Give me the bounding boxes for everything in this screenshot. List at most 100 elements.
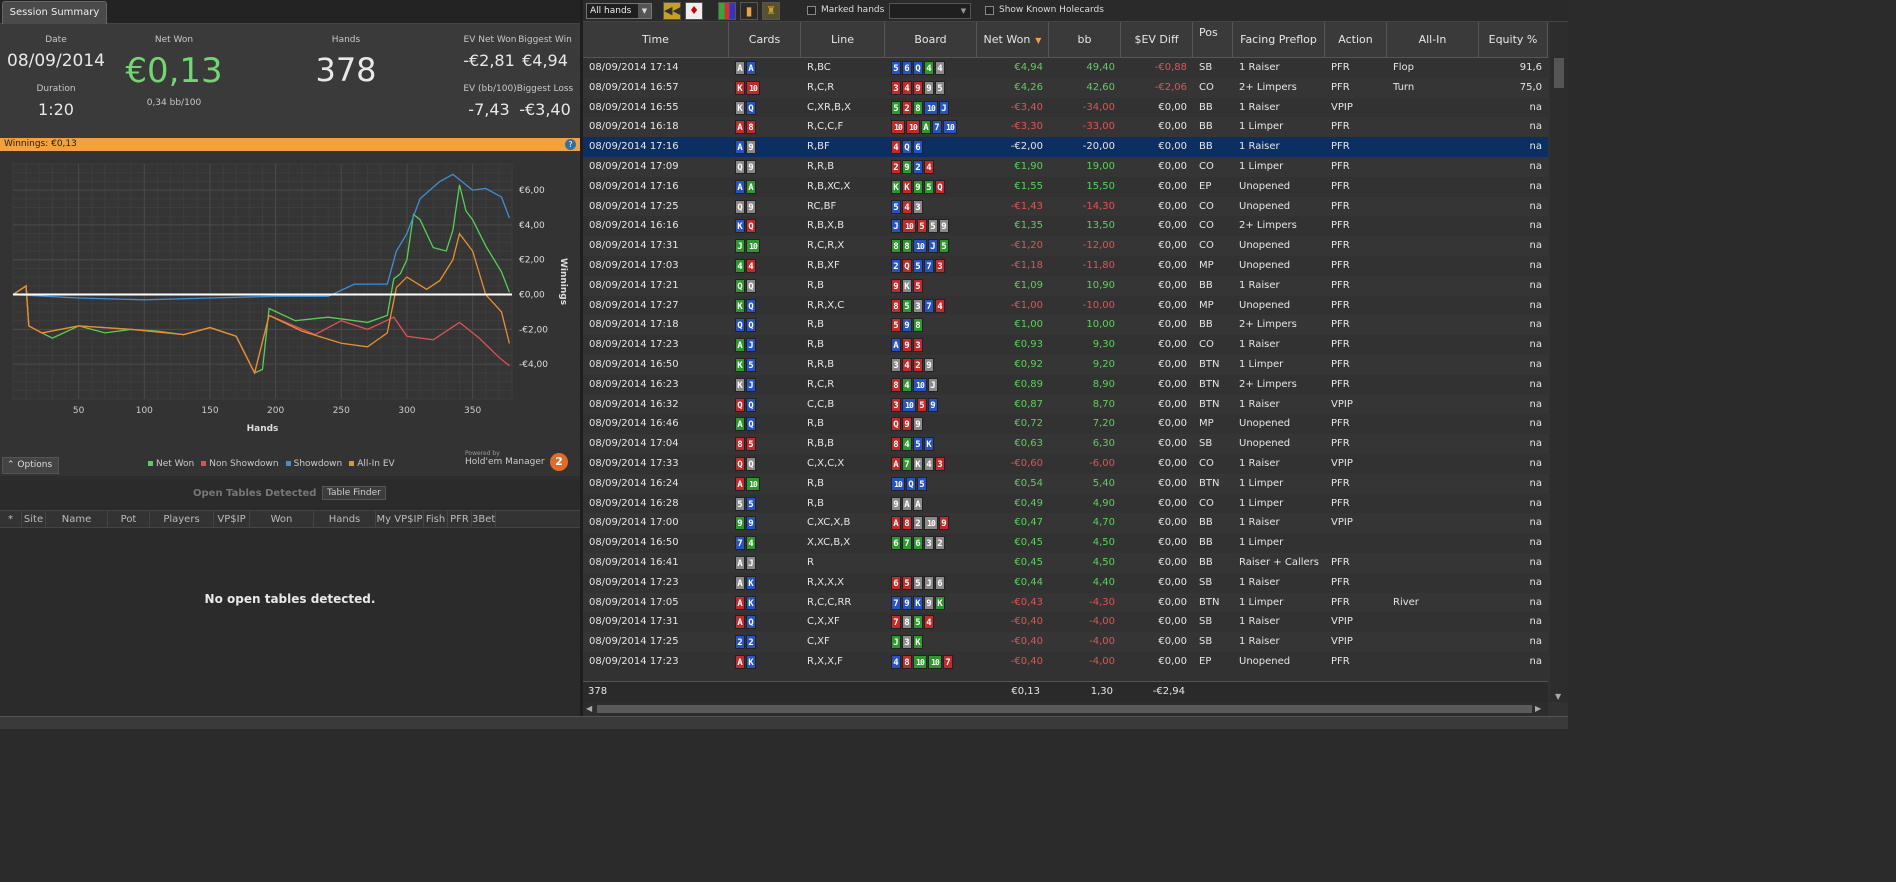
bar-chart-icon[interactable]: ▮ bbox=[740, 2, 758, 20]
scroll-down-icon[interactable]: ▼ bbox=[1555, 692, 1562, 701]
table-row[interactable]: 08/09/2014 17:31 A Q C,X,XF 7 8 5 4 -€0,40 -4,00 €… bbox=[583, 612, 1548, 632]
table-row[interactable]: 08/09/2014 17:03 4 4 R,B,XF 2 Q 5 7 3 -€1,18 -11,8… bbox=[583, 256, 1548, 276]
cell-allin bbox=[1393, 236, 1473, 256]
col-header-line[interactable]: Line bbox=[801, 22, 885, 58]
table-row[interactable]: 08/09/2014 17:14 A A R,BC 5 6 Q 4 4 €4,94 49,40 -€0… bbox=[583, 58, 1548, 78]
table-row[interactable]: 08/09/2014 16:50 K 5 R,R,B 3 4 2 9 €0,92 9,20 €0,0… bbox=[583, 355, 1548, 375]
open-tables-col-site[interactable]: Site bbox=[22, 511, 46, 528]
table-row[interactable]: 08/09/2014 17:33 Q Q C,X,C,X A 7 K 4 3 -€0,60 -6,0… bbox=[583, 454, 1548, 474]
scroll-right-icon[interactable]: ▶ bbox=[1535, 704, 1542, 713]
col-header-action[interactable]: Action bbox=[1325, 22, 1387, 58]
table-row[interactable]: 08/09/2014 17:04 8 5 R,B,B 8 4 5 K €0,63 6,30 €0,0… bbox=[583, 434, 1548, 454]
legend-item[interactable]: All-In EV bbox=[349, 459, 395, 469]
table-row[interactable]: 08/09/2014 16:41 A J R €0,45 4,50 €0,00 BB Raise… bbox=[583, 553, 1548, 573]
cell-allin bbox=[1393, 335, 1473, 355]
cell-ev: €0,00 bbox=[1158, 319, 1187, 331]
cell-allin bbox=[1393, 256, 1473, 276]
table-row[interactable]: 08/09/2014 17:18 Q Q R,B 5 9 8 €1,00 10,00 €0,00 B… bbox=[583, 315, 1548, 336]
open-tables-col-vp-ip[interactable]: VP$IP bbox=[214, 511, 250, 528]
col-header-time[interactable]: Time bbox=[583, 22, 729, 58]
trophy-icon[interactable]: ♜ bbox=[762, 2, 780, 20]
panel-splitter[interactable] bbox=[580, 0, 583, 716]
open-tables-col-name[interactable]: Name bbox=[46, 511, 108, 528]
col-header-equity-[interactable]: Equity % bbox=[1479, 22, 1548, 58]
table-row[interactable]: 08/09/2014 16:28 5 5 R,B 9 A A €0,49 4,90 €0,00 CO… bbox=[583, 494, 1548, 514]
table-row[interactable]: 08/09/2014 17:23 A J R,B A 9 3 €0,93 9,30 €0,00 CO… bbox=[583, 335, 1548, 355]
cell-eq: na bbox=[1529, 517, 1542, 529]
show-known-holecards-checkbox[interactable] bbox=[985, 6, 994, 15]
rewind-icon[interactable]: ◀◀ bbox=[663, 2, 681, 20]
open-tables-col-pfr[interactable]: PFR bbox=[448, 511, 472, 528]
playing-card: K bbox=[891, 179, 901, 194]
table-row[interactable]: 08/09/2014 16:57 K 10 R,C,R 3 4 9 9 5 €4,26 42,60 -… bbox=[583, 77, 1548, 98]
cell-board: 8 4 10 J bbox=[891, 375, 971, 395]
marked-hands-checkbox[interactable] bbox=[807, 6, 816, 15]
x-tick-label: 50 bbox=[73, 406, 85, 416]
table-row[interactable]: 08/09/2014 17:23 A K R,X,X,F 4 8 10 10 7 -€0,40 -4… bbox=[583, 652, 1548, 672]
table-row[interactable]: 08/09/2014 16:50 7 4 X,XC,B,X 6 7 6 3 2 €0,45 4,50… bbox=[583, 533, 1548, 553]
open-tables-col-hands[interactable]: Hands bbox=[314, 511, 376, 528]
table-row[interactable]: 08/09/2014 17:21 Q Q R,B 9 K 5 €1,09 10,90 €0,00 B… bbox=[583, 275, 1548, 296]
cell-allin bbox=[1393, 315, 1473, 335]
table-row[interactable]: 08/09/2014 17:25 Q 9 RC,BF 5 4 3 -€1,43 -14,30 €0… bbox=[583, 196, 1548, 217]
playing-card: 3 bbox=[891, 358, 901, 372]
cell-eq: na bbox=[1529, 141, 1542, 153]
legend-item[interactable]: Net Won bbox=[148, 459, 194, 469]
col-header--ev-diff[interactable]: $EV Diff bbox=[1121, 22, 1193, 58]
col-header-all-in[interactable]: All-In bbox=[1387, 22, 1479, 58]
table-finder-button[interactable]: Table Finder bbox=[322, 486, 386, 500]
table-row[interactable]: 08/09/2014 16:16 K Q R,B,X,B J 10 5 5 9 €1,35 13,5… bbox=[583, 216, 1548, 236]
marked-hands-select[interactable]: ▼ bbox=[889, 3, 971, 19]
vertical-scroll-thumb[interactable] bbox=[1554, 58, 1564, 88]
horizontal-scroll-thumb[interactable] bbox=[597, 705, 1532, 713]
horizontal-scrollbar[interactable]: ◀ ▶ bbox=[583, 702, 1548, 716]
table-row[interactable]: 08/09/2014 17:23 A K R,X,X,X 6 5 5 J 6 €0,44 4,40 €… bbox=[583, 573, 1548, 593]
tab-session-summary[interactable]: Session Summary bbox=[2, 1, 107, 24]
cell-action: PFR bbox=[1331, 81, 1350, 93]
col-header-net-won[interactable]: Net Won ▼ bbox=[977, 22, 1049, 58]
scroll-left-icon[interactable]: ◀ bbox=[586, 704, 593, 713]
open-tables-col-3bet[interactable]: 3Bet bbox=[472, 511, 496, 528]
table-row[interactable]: 08/09/2014 16:18 A 8 R,C,C,F 10 10 A 7 10 -€3,30-… bbox=[583, 117, 1548, 138]
table-row[interactable]: 08/09/2014 16:24 A 10 R,B 10 Q 5 €0,54 5,40 €0,00… bbox=[583, 473, 1548, 494]
legend-item[interactable]: Non Showdown bbox=[201, 459, 279, 469]
open-tables-col-my-vp-ip[interactable]: My VP$IP bbox=[376, 511, 424, 528]
table-row[interactable]: 08/09/2014 17:05 A K R,C,C,RR 7 9 K 9 K -€0,43 -4,… bbox=[583, 592, 1548, 613]
col-header-pos[interactable]: Pos bbox=[1193, 22, 1233, 58]
table-row[interactable]: 08/09/2014 16:32 Q Q C,C,B 3 10 5 9 €0,87 8,70 €0,… bbox=[583, 394, 1548, 415]
table-row[interactable]: 08/09/2014 17:31 J 10 R,C,R,X 8 8 10 J 5 -€1,20 -1… bbox=[583, 236, 1548, 256]
col-header-facing-preflop[interactable]: Facing Preflop bbox=[1233, 22, 1325, 58]
cell-ev: €0,00 bbox=[1158, 398, 1187, 410]
playing-card: 4 bbox=[935, 298, 945, 313]
open-tables-col-won[interactable]: Won bbox=[250, 511, 314, 528]
table-row[interactable]: 08/09/2014 17:00 9 9 C,XC,X,B A 8 2 10 9 €0,47 4,7… bbox=[583, 513, 1548, 534]
table-row[interactable]: 08/09/2014 16:55 K Q C,XR,B,X 5 2 8 10 J -€3,40 -3… bbox=[583, 98, 1548, 118]
open-tables-col-pot[interactable]: Pot bbox=[108, 511, 150, 528]
hands-filter-select[interactable]: All hands ▼ bbox=[586, 3, 652, 19]
table-row[interactable]: 08/09/2014 17:09 Q 9 R,R,B 2 9 2 4 €1,90 19,00 €0,… bbox=[583, 157, 1548, 177]
replay-cards-icon[interactable]: ♦ bbox=[685, 2, 703, 20]
table-row[interactable]: 08/09/2014 16:23 K J R,C,R 8 4 10 J €0,89 8,90 €0,… bbox=[583, 375, 1548, 395]
open-tables-col-players[interactable]: Players bbox=[150, 511, 214, 528]
table-row[interactable]: 08/09/2014 17:27 K Q R,R,X,C 8 5 3 7 4 -€1,00 -10,… bbox=[583, 296, 1548, 316]
table-row[interactable]: 08/09/2014 16:46 A Q R,B Q 9 9 €0,72 7,20 €0,00 MP… bbox=[583, 414, 1548, 434]
col-header-cards[interactable]: Cards bbox=[729, 22, 801, 58]
options-button[interactable]: ⌃ Options bbox=[2, 457, 59, 474]
vertical-scrollbar[interactable]: ▼ bbox=[1550, 22, 1568, 702]
table-row-selected[interactable]: 08/09/2014 17:16 A 9 R,BF 4 Q 6 -€2,00 -20,00 €0,… bbox=[583, 137, 1548, 157]
col-header-bb[interactable]: bb bbox=[1049, 22, 1121, 58]
col-header-board[interactable]: Board bbox=[885, 22, 977, 58]
table-row[interactable]: 08/09/2014 17:16 A A R,B,XC,X K K 9 5 Q €1,55 15,5… bbox=[583, 177, 1548, 197]
help-icon[interactable]: ? bbox=[565, 139, 576, 150]
legend-item[interactable]: Showdown bbox=[285, 459, 342, 469]
table-row[interactable]: 08/09/2014 17:25 2 2 C,XF J 3 K -€0,40 -4,00 €0,0… bbox=[583, 632, 1548, 652]
grid-colors-icon[interactable] bbox=[718, 2, 736, 20]
open-tables-col--[interactable]: * bbox=[0, 511, 22, 528]
cell-eq: na bbox=[1529, 458, 1542, 469]
open-tables-col-fish[interactable]: Fish bbox=[424, 511, 448, 528]
